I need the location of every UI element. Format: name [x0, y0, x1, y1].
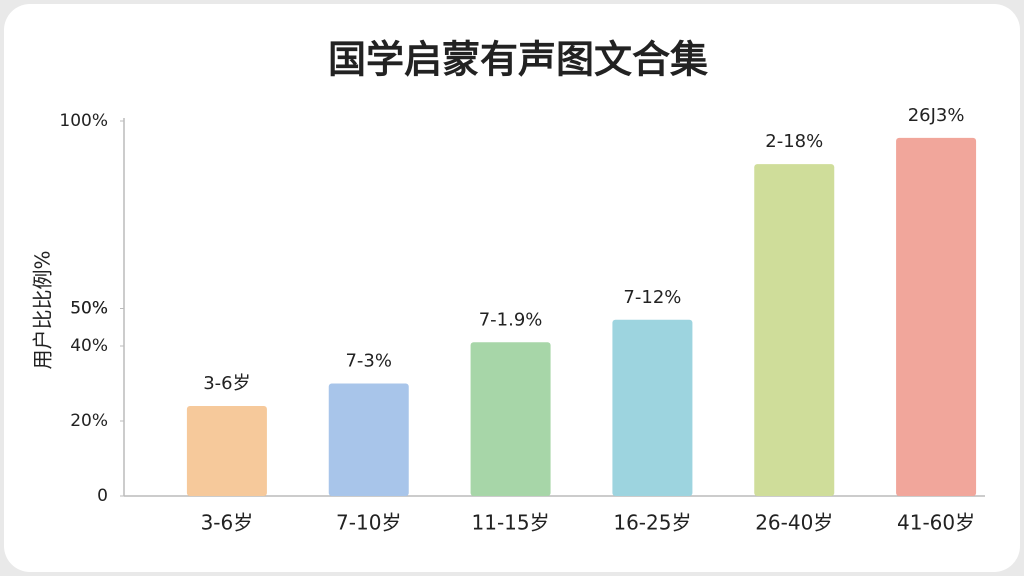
y-tick-label: 50%	[70, 299, 108, 319]
bar	[896, 137, 977, 496]
y-tick-label: 0	[97, 486, 108, 506]
bar	[754, 164, 835, 496]
bar-annotation: 2-18%	[765, 131, 823, 152]
x-tick-label: 11-15岁	[472, 511, 550, 535]
x-tick-label: 3-6岁	[201, 511, 254, 535]
bar-annotation: 7-3%	[345, 351, 392, 372]
bar-annotation: 7-1.9%	[479, 309, 543, 330]
bar	[186, 406, 267, 496]
bar	[612, 319, 693, 496]
bar	[328, 383, 409, 496]
x-tick-label: 16-25岁	[613, 511, 691, 535]
bar-annotation: 7-12%	[623, 287, 681, 308]
bar	[470, 342, 551, 496]
chart-title: 国学启蒙有声图文合集	[328, 38, 708, 82]
bar-annotation: 3-6岁	[203, 373, 250, 394]
y-tick-label: 40%	[70, 336, 108, 356]
y-tick-label: 100%	[59, 111, 108, 131]
y-tick-label: 50%	[70, 299, 108, 319]
y-tick-label: 20%	[70, 411, 108, 431]
y-axis-label: 用户比比例%	[31, 250, 55, 369]
x-tick-label: 41-60岁	[897, 511, 975, 535]
bar-annotation: 26J3%	[908, 105, 965, 126]
x-tick-label: 26-40岁	[755, 511, 833, 535]
x-tick-label: 7-10岁	[336, 511, 401, 535]
